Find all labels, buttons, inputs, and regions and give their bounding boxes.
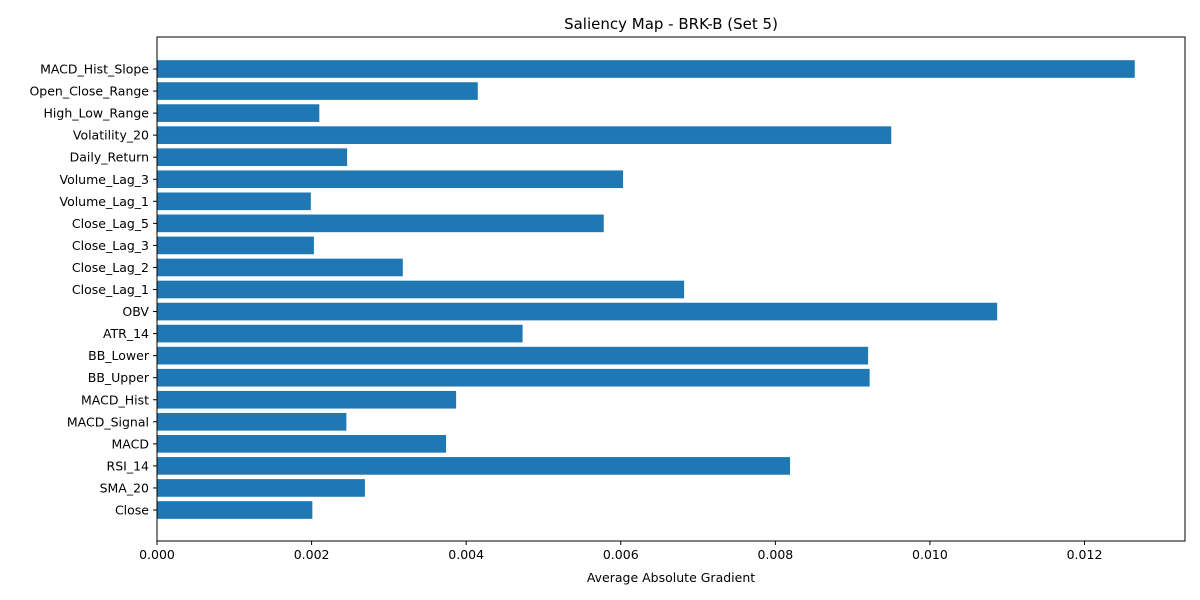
x-tick-label: 0.006 [603, 547, 639, 562]
y-tick-label: High_Low_Range [44, 106, 150, 121]
x-tick-label: 0.000 [139, 547, 175, 562]
bar-daily-return [157, 148, 348, 167]
plot-frame [156, 36, 1186, 542]
bar-macd [157, 435, 447, 453]
x-ticks: 0.000 0.002 0.004 0.006 0.008 0.010 0.012 [139, 541, 1102, 562]
y-tick-label: MACD_Signal [67, 414, 149, 429]
bar-volume-lag-3 [157, 170, 624, 189]
bar-open-close-range [157, 82, 478, 100]
bar-rsi-14 [157, 457, 791, 475]
y-tick-label: RSI_14 [107, 458, 150, 473]
x-tick-label: 0.008 [757, 547, 793, 562]
x-tick-label: 0.012 [1067, 547, 1103, 562]
y-tick-label: MACD_Hist_Slope [40, 62, 149, 77]
y-tick-labels: Close SMA_20 RSI_14 MACD MACD_Signal MACD_His… [29, 62, 157, 518]
y-tick-label: Close_Lag_5 [72, 216, 149, 231]
y-tick-label: BB_Lower [88, 348, 150, 363]
y-tick-label: Volume_Lag_3 [59, 172, 149, 187]
y-tick-label: SMA_20 [100, 480, 149, 495]
bar-obv [157, 302, 998, 321]
bar-high-low-range [157, 104, 320, 122]
bar-macd-hist [157, 390, 457, 409]
bar-close-lag-1 [157, 280, 685, 299]
bar-macd-signal [157, 412, 347, 431]
y-tick-label: MACD_Hist [81, 392, 149, 407]
y-tick-label: ATR_14 [103, 326, 149, 341]
bar-sma-20 [157, 479, 365, 497]
bar-volatility-20 [157, 126, 892, 144]
x-tick-label: 0.010 [912, 547, 948, 562]
y-tick-label: Open_Close_Range [29, 84, 149, 99]
y-tick-label: Close_Lag_2 [72, 260, 149, 275]
bar-close-lag-2 [157, 258, 403, 277]
chart-title: Saliency Map - BRK-B (Set 5) [564, 15, 778, 33]
y-tick-label: OBV [122, 304, 149, 319]
y-tick-label: Volatility_20 [73, 128, 149, 143]
bar-bb-lower [157, 346, 869, 365]
y-tick-label: Close_Lag_3 [72, 238, 149, 253]
bar-close [157, 501, 313, 519]
bar-bb-upper [157, 368, 870, 387]
y-tick-label: Volume_Lag_1 [59, 194, 149, 209]
y-tick-label: Close_Lag_1 [72, 282, 149, 297]
bar-close-lag-5 [157, 214, 604, 233]
y-tick-label: MACD [112, 436, 149, 451]
bars-group [157, 60, 1135, 519]
bar-macd-hist-slope [157, 60, 1135, 78]
x-tick-label: 0.002 [294, 547, 330, 562]
x-tick-label: 0.004 [448, 547, 484, 562]
bar-atr-14 [157, 324, 523, 343]
bar-volume-lag-1 [157, 192, 311, 211]
y-tick-label: Daily_Return [70, 150, 149, 165]
x-axis-label: Average Absolute Gradient [587, 570, 755, 585]
bar-close-lag-3 [157, 236, 314, 255]
y-tick-label: Close [115, 503, 149, 518]
y-tick-label: BB_Upper [88, 370, 150, 385]
